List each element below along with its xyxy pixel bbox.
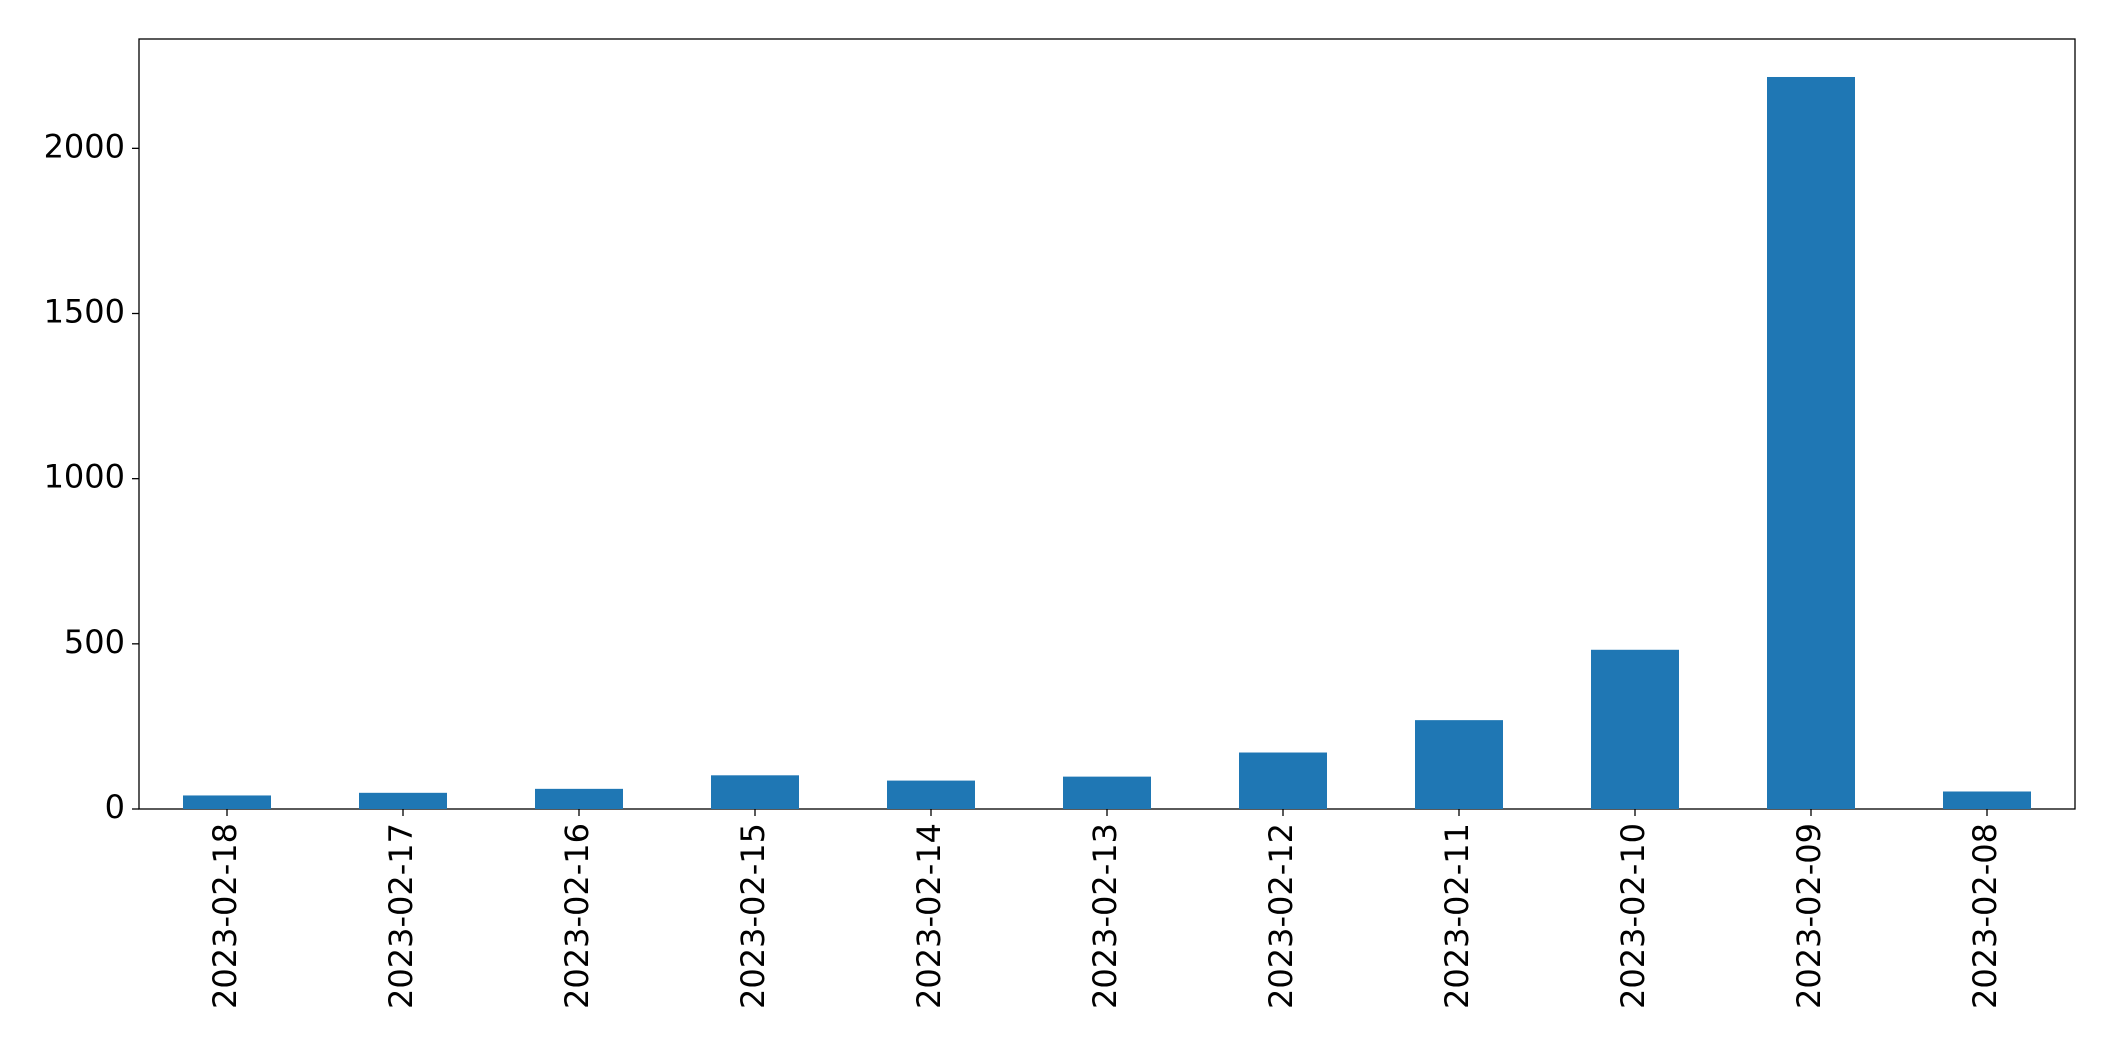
y-tick-label: 2000 xyxy=(44,127,125,165)
x-tick-label: 2023-02-08 xyxy=(1966,823,2004,1009)
x-tick-label: 2023-02-13 xyxy=(1086,823,1124,1009)
x-tick-label: 2023-02-16 xyxy=(558,823,596,1009)
bar xyxy=(359,792,447,809)
x-tick-label: 2023-02-15 xyxy=(734,823,772,1009)
bar xyxy=(1591,649,1679,809)
bar xyxy=(1239,752,1327,809)
bar xyxy=(1767,76,1855,810)
bar xyxy=(1063,776,1151,809)
bar xyxy=(887,780,975,809)
bar xyxy=(535,788,623,809)
bar xyxy=(183,795,271,809)
x-tick-label: 2023-02-09 xyxy=(1790,823,1828,1009)
x-tick-label: 2023-02-17 xyxy=(382,823,420,1009)
y-tick-label: 1000 xyxy=(44,458,125,496)
x-tick-label: 2023-02-14 xyxy=(910,823,948,1009)
y-tick-label: 500 xyxy=(64,623,125,661)
x-tick-label: 2023-02-18 xyxy=(206,823,244,1009)
x-tick-label: 2023-02-10 xyxy=(1614,823,1652,1009)
bar xyxy=(1943,791,2031,809)
x-tick-label: 2023-02-11 xyxy=(1438,823,1476,1009)
y-tick-label: 0 xyxy=(105,788,125,826)
bar xyxy=(1415,720,1503,809)
bar xyxy=(711,775,799,809)
y-tick-label: 1500 xyxy=(44,293,125,331)
x-tick-label: 2023-02-12 xyxy=(1262,823,1300,1009)
